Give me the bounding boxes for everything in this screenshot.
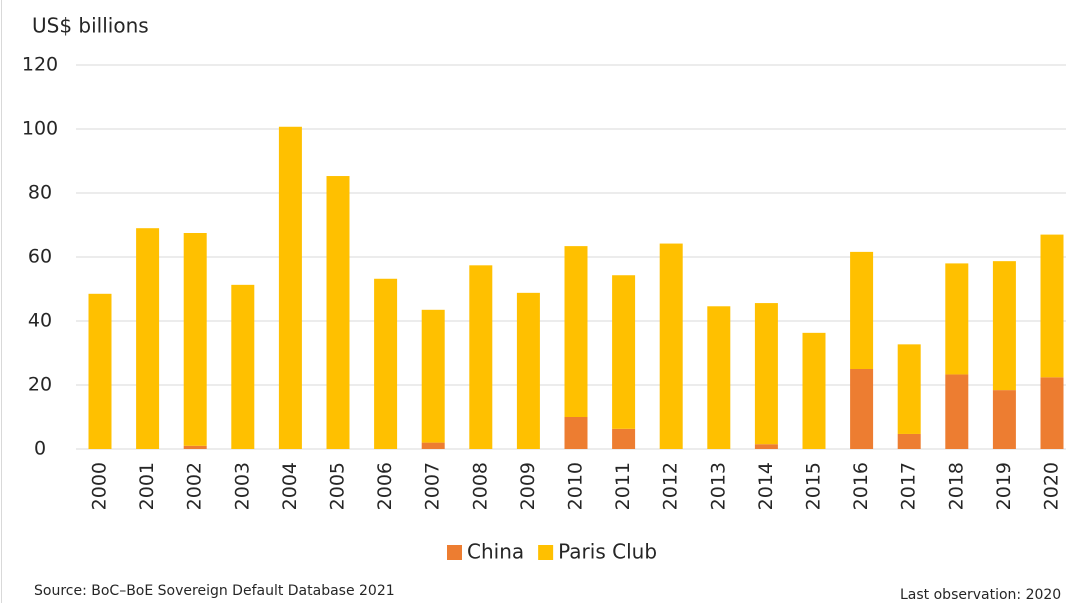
note: Last observation: 2020 bbox=[900, 587, 1061, 603]
bar-segment bbox=[897, 433, 921, 449]
x-tick-label: 2006 bbox=[374, 462, 396, 510]
y-tick-label: 0 bbox=[34, 438, 46, 460]
bar-segment bbox=[564, 246, 588, 417]
x-tick-label: 2013 bbox=[707, 462, 729, 510]
bar-segment bbox=[326, 176, 350, 450]
legend-swatch bbox=[447, 545, 462, 560]
bar-segment bbox=[897, 344, 921, 434]
bar-segment bbox=[469, 265, 493, 449]
bar-segment bbox=[945, 263, 969, 375]
bar-segment bbox=[612, 428, 636, 449]
x-tick-label: 2012 bbox=[660, 462, 682, 510]
bar-segment bbox=[231, 284, 255, 449]
bar-segment bbox=[1040, 234, 1064, 378]
x-tick-label: 2003 bbox=[231, 462, 253, 510]
x-tick-label: 2007 bbox=[422, 462, 444, 510]
bar-segment bbox=[659, 243, 683, 449]
x-tick-label: 2008 bbox=[469, 462, 491, 510]
bar-segment bbox=[850, 369, 874, 449]
bar-segment bbox=[374, 278, 398, 449]
bar-segment bbox=[850, 251, 874, 369]
bar-segment bbox=[992, 390, 1016, 449]
legend-label: Paris Club bbox=[558, 540, 657, 564]
bar-segment bbox=[992, 261, 1016, 391]
x-tick-label: 2000 bbox=[89, 462, 111, 510]
legend-label: China bbox=[467, 540, 524, 564]
x-tick-label: 2015 bbox=[803, 462, 825, 510]
bar-segment bbox=[802, 332, 826, 449]
x-tick-label: 2010 bbox=[565, 462, 587, 510]
bar-segment bbox=[183, 233, 207, 446]
bar-segment bbox=[136, 228, 160, 449]
x-tick-label: 2019 bbox=[993, 462, 1015, 510]
bar-segment bbox=[88, 293, 112, 449]
y-axis-label: US$ billions bbox=[32, 14, 149, 38]
bar-segment bbox=[945, 374, 969, 449]
y-tick-label: 80 bbox=[28, 182, 52, 204]
bar-segment bbox=[707, 306, 731, 449]
y-tick-label: 100 bbox=[22, 118, 58, 140]
x-tick-label: 2009 bbox=[517, 462, 539, 510]
source: Source: BoC–BoE Sovereign Default Databa… bbox=[34, 583, 395, 599]
bar-segment bbox=[421, 442, 445, 449]
x-tick-label: 2016 bbox=[850, 462, 872, 510]
bar-segment bbox=[754, 444, 778, 449]
bar-segment bbox=[612, 275, 636, 429]
y-tick-label: 60 bbox=[28, 246, 52, 268]
y-tick-label: 120 bbox=[22, 54, 58, 76]
x-tick-label: 2004 bbox=[279, 462, 301, 510]
x-tick-label: 2011 bbox=[612, 462, 634, 510]
x-tick-label: 2020 bbox=[1041, 462, 1063, 510]
x-tick-label: 2005 bbox=[327, 462, 349, 510]
bar-segment bbox=[754, 303, 778, 445]
x-tick-label: 2014 bbox=[755, 462, 777, 510]
y-tick-label: 20 bbox=[28, 374, 52, 396]
x-tick-label: 2001 bbox=[136, 462, 158, 510]
bar-segment bbox=[1040, 377, 1064, 449]
bar-segment bbox=[183, 445, 207, 449]
bar-segment bbox=[421, 309, 445, 443]
bar-segment bbox=[278, 126, 302, 449]
x-tick-label: 2018 bbox=[945, 462, 967, 510]
x-tick-label: 2002 bbox=[184, 462, 206, 510]
legend-swatch bbox=[538, 545, 554, 560]
bar-segment bbox=[516, 292, 540, 449]
y-tick-label: 40 bbox=[28, 310, 52, 332]
bar-segment bbox=[564, 417, 588, 449]
x-tick-label: 2017 bbox=[898, 462, 920, 510]
